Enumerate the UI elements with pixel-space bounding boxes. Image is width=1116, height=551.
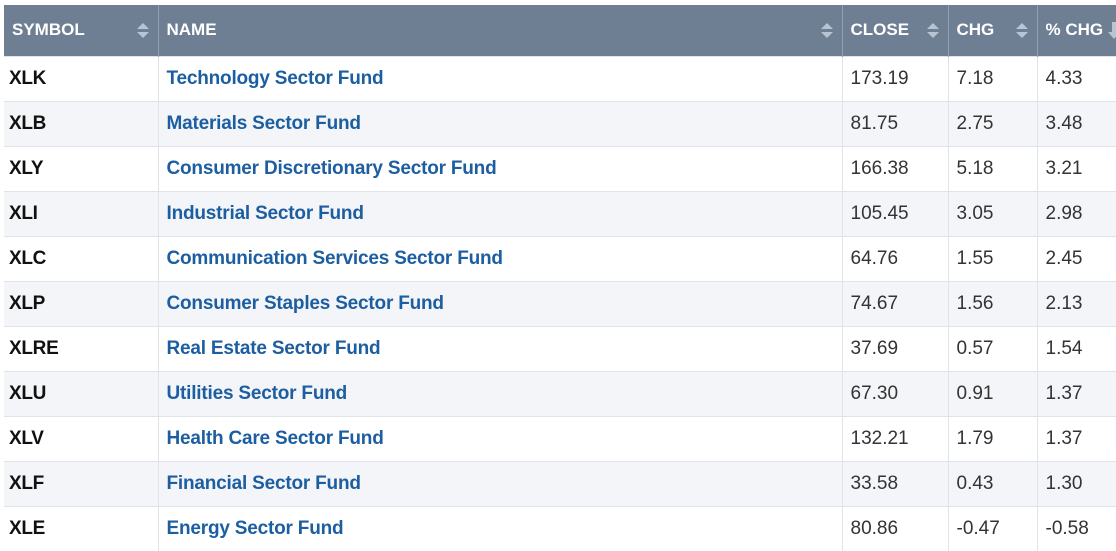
chg-cell: -0.47 bbox=[947, 505, 1037, 551]
name-cell: Technology Sector Fund bbox=[157, 55, 842, 101]
chg-cell: 1.55 bbox=[947, 235, 1037, 281]
pct-chg-cell: 2.13 bbox=[1036, 280, 1116, 326]
name-cell: Financial Sector Fund bbox=[157, 460, 842, 506]
symbol-cell: XLK bbox=[4, 55, 158, 101]
symbol-cell: XLE bbox=[4, 505, 158, 551]
fund-name-link[interactable]: Consumer Discretionary Sector Fund bbox=[166, 157, 497, 179]
name-cell: Utilities Sector Fund bbox=[157, 370, 842, 416]
chg-cell: 0.57 bbox=[947, 325, 1037, 371]
symbol-cell: XLY bbox=[4, 145, 158, 191]
sort-icon[interactable] bbox=[926, 21, 939, 39]
chg-cell: 0.43 bbox=[947, 460, 1037, 506]
pct-chg-cell: 1.30 bbox=[1036, 460, 1116, 506]
name-cell: Health Care Sector Fund bbox=[157, 415, 842, 461]
column-header-symbol[interactable]: SYMBOL bbox=[4, 5, 158, 56]
chg-cell: 0.91 bbox=[947, 370, 1037, 416]
close-cell: 166.38 bbox=[841, 145, 948, 191]
fund-name-link[interactable]: Real Estate Sector Fund bbox=[166, 337, 381, 359]
sort-icon[interactable] bbox=[136, 21, 149, 39]
fund-name-link[interactable]: Utilities Sector Fund bbox=[166, 382, 348, 404]
symbol-cell: XLB bbox=[4, 100, 158, 146]
table-row: XLE Energy Sector Fund 80.86 -0.47 -0.58 bbox=[4, 505, 1116, 551]
fund-name-link[interactable]: Communication Services Sector Fund bbox=[166, 247, 504, 269]
column-header-label: SYMBOL bbox=[12, 20, 85, 40]
symbol-cell: XLU bbox=[4, 370, 158, 416]
symbol-cell: XLF bbox=[4, 460, 158, 506]
table-header-row: SYMBOL NAME CLOSE CHG % CHG bbox=[4, 5, 1116, 56]
pct-chg-cell: 4.33 bbox=[1036, 55, 1116, 101]
sort-desc-icon[interactable] bbox=[1108, 20, 1116, 40]
fund-name-link[interactable]: Materials Sector Fund bbox=[166, 112, 361, 134]
close-cell: 67.30 bbox=[841, 370, 948, 416]
symbol-cell: XLV bbox=[4, 415, 158, 461]
name-cell: Energy Sector Fund bbox=[157, 505, 842, 551]
sort-icon[interactable] bbox=[820, 21, 833, 39]
column-header-label: NAME bbox=[166, 20, 217, 40]
chg-cell: 1.79 bbox=[947, 415, 1037, 461]
sector-funds-table: SYMBOL NAME CLOSE CHG % CHG bbox=[4, 5, 1116, 551]
table-row: XLC Communication Services Sector Fund 64.… bbox=[4, 235, 1116, 281]
close-cell: 37.69 bbox=[841, 325, 948, 371]
name-cell: Consumer Discretionary Sector Fund bbox=[157, 145, 842, 191]
chg-cell: 2.75 bbox=[947, 100, 1037, 146]
sort-icon[interactable] bbox=[1015, 21, 1028, 39]
close-cell: 81.75 bbox=[841, 100, 948, 146]
table-row: XLF Financial Sector Fund 33.58 0.43 1.30 bbox=[4, 460, 1116, 506]
name-cell: Communication Services Sector Fund bbox=[157, 235, 842, 281]
fund-name-link[interactable]: Health Care Sector Fund bbox=[166, 427, 384, 449]
fund-name-link[interactable]: Technology Sector Fund bbox=[166, 67, 384, 89]
table-row: XLRE Real Estate Sector Fund 37.69 0.57 1.54 bbox=[4, 325, 1116, 371]
close-cell: 105.45 bbox=[841, 190, 948, 236]
chg-cell: 3.05 bbox=[947, 190, 1037, 236]
pct-chg-cell: 1.54 bbox=[1036, 325, 1116, 371]
fund-name-link[interactable]: Financial Sector Fund bbox=[166, 472, 361, 494]
symbol-cell: XLRE bbox=[4, 325, 158, 371]
pct-chg-cell: 3.48 bbox=[1036, 100, 1116, 146]
pct-chg-cell: 2.45 bbox=[1036, 235, 1116, 281]
chg-cell: 1.56 bbox=[947, 280, 1037, 326]
chg-cell: 5.18 bbox=[947, 145, 1037, 191]
table-row: XLI Industrial Sector Fund 105.45 3.05 2.98 bbox=[4, 190, 1116, 236]
table-row: XLV Health Care Sector Fund 132.21 1.79 1.37 bbox=[4, 415, 1116, 461]
name-cell: Consumer Staples Sector Fund bbox=[157, 280, 842, 326]
symbol-cell: XLP bbox=[4, 280, 158, 326]
pct-chg-cell: 1.37 bbox=[1036, 415, 1116, 461]
fund-name-link[interactable]: Energy Sector Fund bbox=[166, 517, 344, 539]
table-row: XLY Consumer Discretionary Sector Fund 166… bbox=[4, 145, 1116, 191]
close-cell: 74.67 bbox=[841, 280, 948, 326]
fund-name-link[interactable]: Consumer Staples Sector Fund bbox=[166, 292, 445, 314]
column-header-close[interactable]: CLOSE bbox=[841, 5, 948, 56]
close-cell: 33.58 bbox=[841, 460, 948, 506]
column-header-pct-chg[interactable]: % CHG bbox=[1036, 5, 1116, 56]
table-row: XLB Materials Sector Fund 81.75 2.75 3.48 bbox=[4, 100, 1116, 146]
close-cell: 64.76 bbox=[841, 235, 948, 281]
chg-cell: 7.18 bbox=[947, 55, 1037, 101]
column-header-chg[interactable]: CHG bbox=[947, 5, 1037, 56]
column-header-label: % CHG bbox=[1045, 20, 1104, 40]
column-header-name[interactable]: NAME bbox=[157, 5, 842, 56]
pct-chg-cell: 2.98 bbox=[1036, 190, 1116, 236]
fund-name-link[interactable]: Industrial Sector Fund bbox=[166, 202, 364, 224]
close-cell: 173.19 bbox=[841, 55, 948, 101]
table-row: XLU Utilities Sector Fund 67.30 0.91 1.37 bbox=[4, 370, 1116, 416]
table-row: XLK Technology Sector Fund 173.19 7.18 4.33 bbox=[4, 55, 1116, 101]
symbol-cell: XLC bbox=[4, 235, 158, 281]
pct-chg-cell: 1.37 bbox=[1036, 370, 1116, 416]
column-header-label: CHG bbox=[956, 20, 995, 40]
name-cell: Industrial Sector Fund bbox=[157, 190, 842, 236]
name-cell: Materials Sector Fund bbox=[157, 100, 842, 146]
pct-chg-cell: 3.21 bbox=[1036, 145, 1116, 191]
table-row: XLP Consumer Staples Sector Fund 74.67 1.56… bbox=[4, 280, 1116, 326]
close-cell: 80.86 bbox=[841, 505, 948, 551]
column-header-label: CLOSE bbox=[850, 20, 910, 40]
pct-chg-cell: -0.58 bbox=[1036, 505, 1116, 551]
name-cell: Real Estate Sector Fund bbox=[157, 325, 842, 371]
close-cell: 132.21 bbox=[841, 415, 948, 461]
symbol-cell: XLI bbox=[4, 190, 158, 236]
